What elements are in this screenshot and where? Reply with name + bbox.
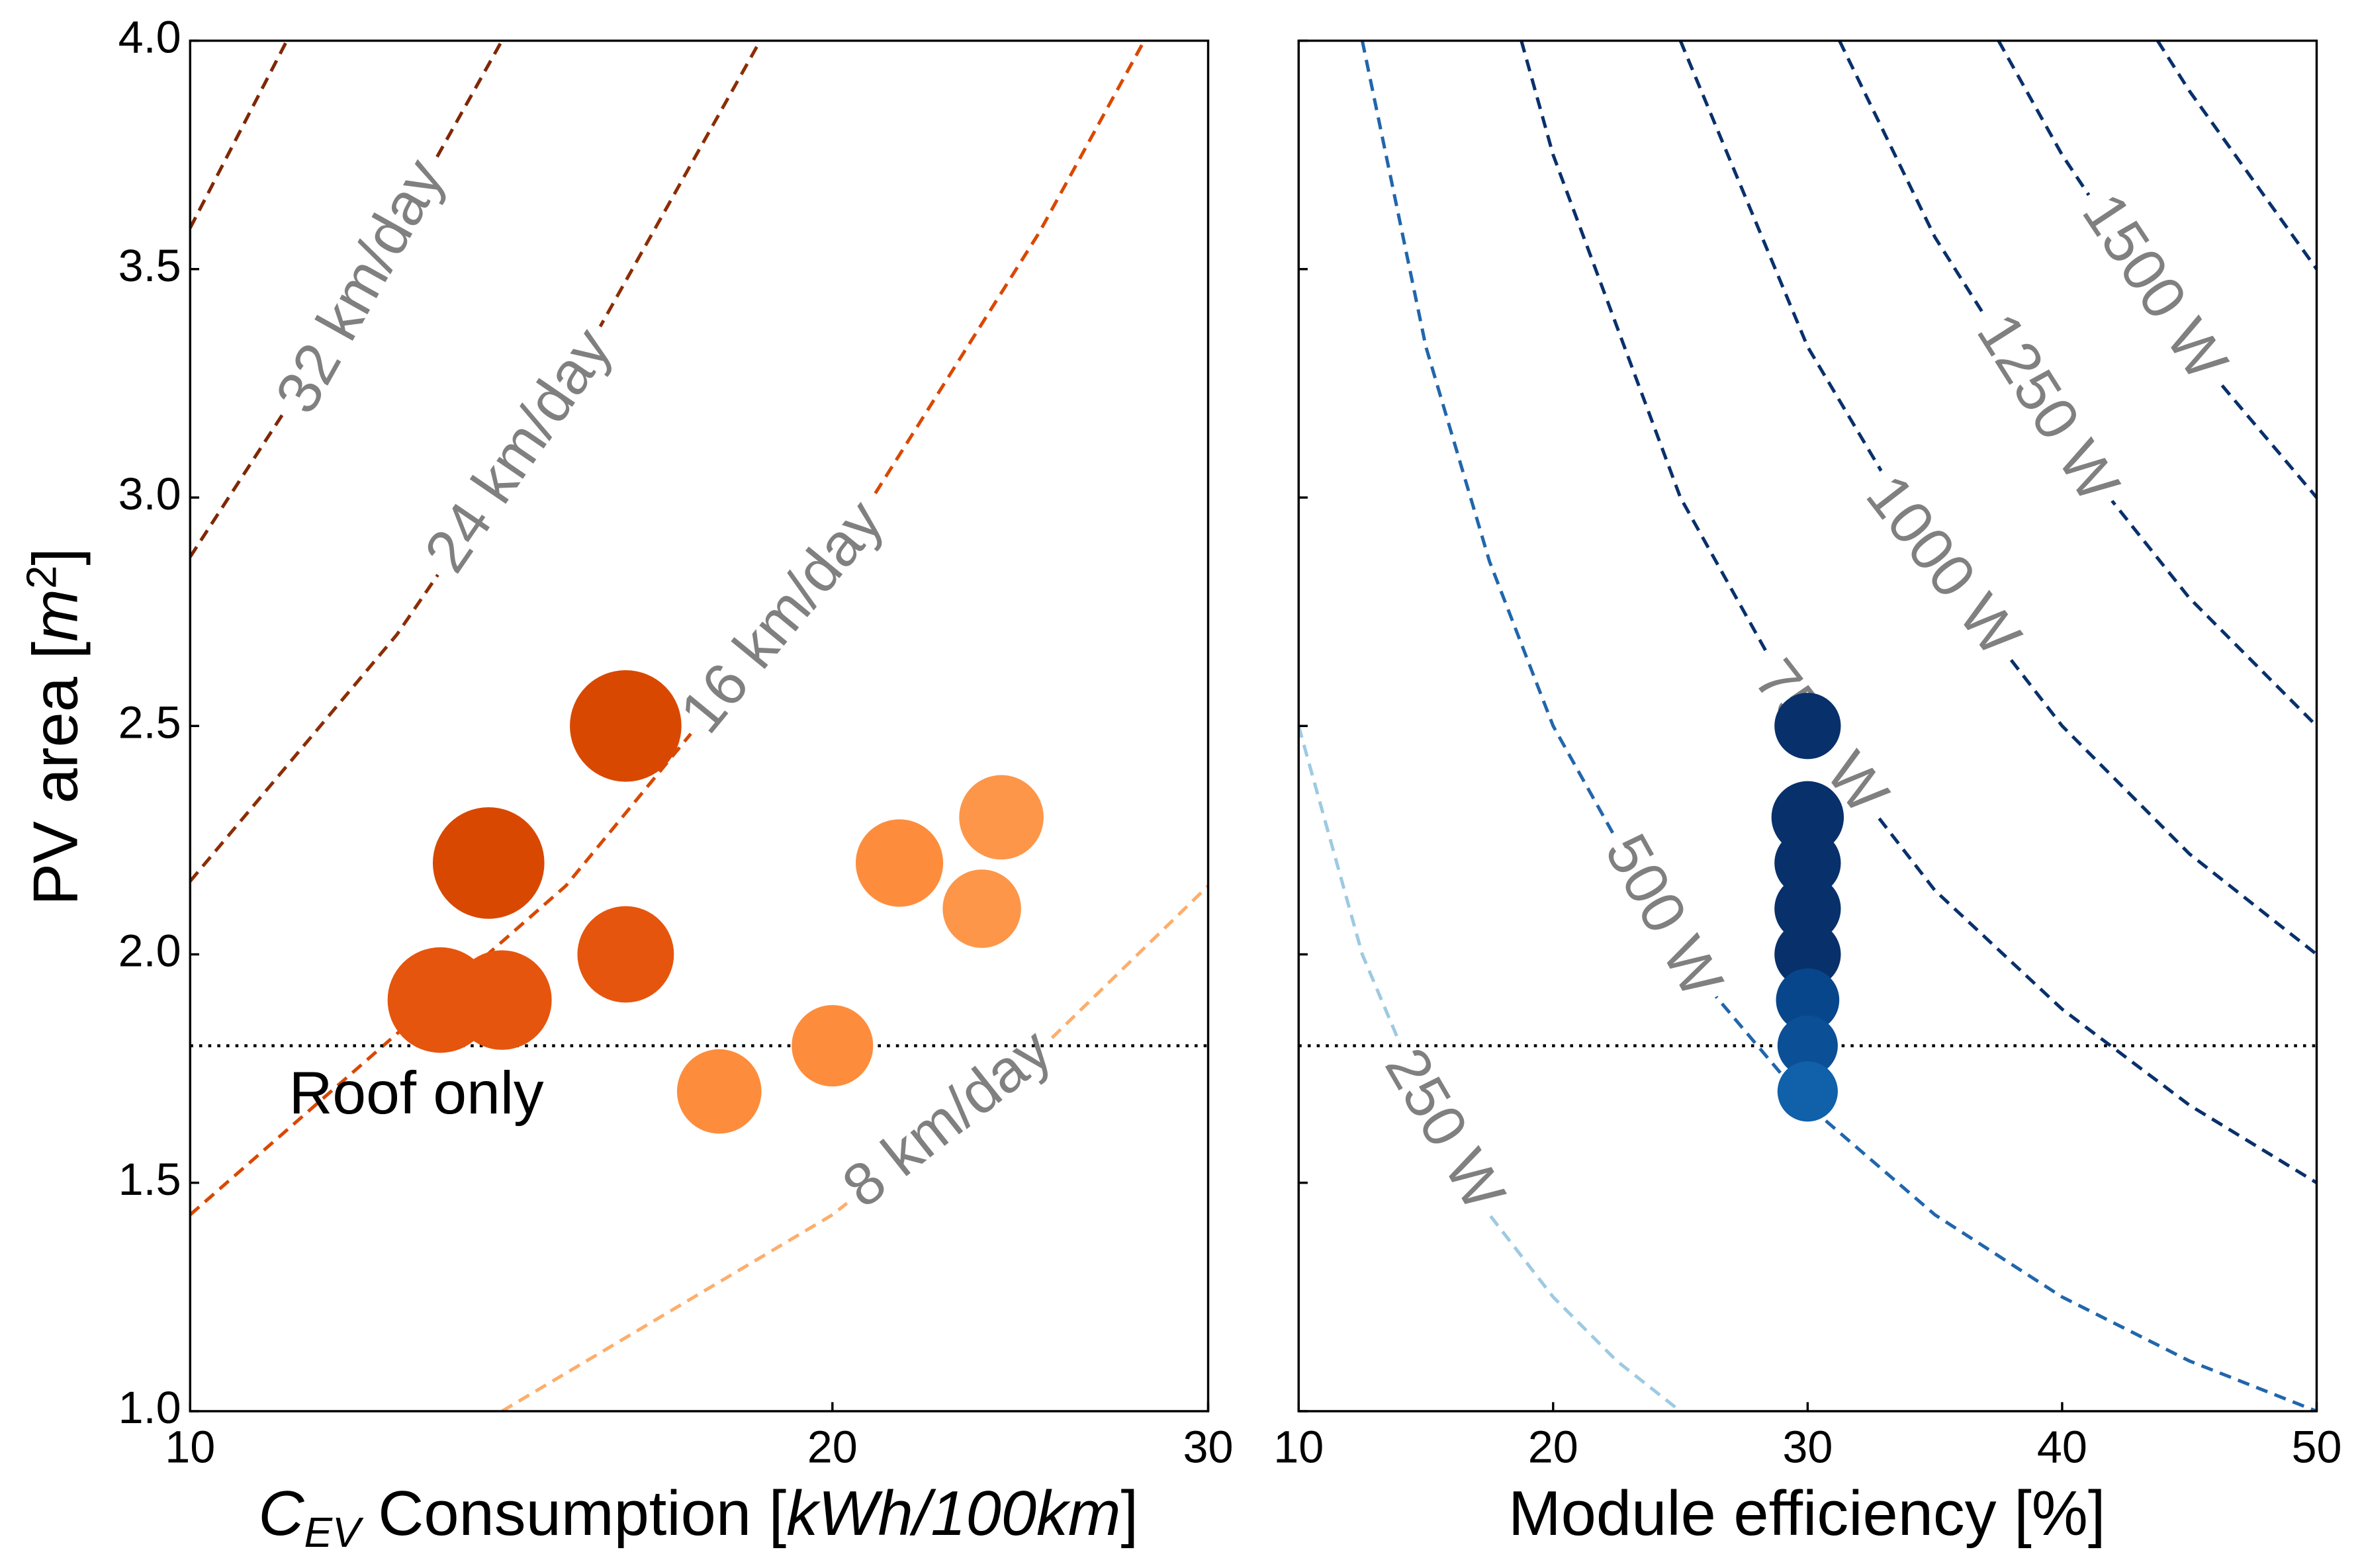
y-tick-label: 3.5 (118, 241, 181, 291)
x-tick-label: 10 (165, 1422, 215, 1472)
y-tick-label: 1.0 (118, 1383, 181, 1433)
contour-label: 250 W (1372, 1037, 1518, 1221)
y-tick-label: 3.0 (118, 469, 181, 519)
scatter-point (432, 807, 545, 919)
contour-label: 32 km/day (263, 148, 457, 424)
y-tick-label: 2.5 (118, 697, 181, 748)
scatter-point (1776, 968, 1840, 1032)
y-label-superscript: 2 (17, 566, 65, 589)
y-axis-label: PV area [m2] (17, 548, 91, 906)
x-label-symbol: C (258, 1478, 304, 1549)
contour-label-group: 250 W (1372, 1031, 1518, 1227)
x-label-subscript: EV (304, 1508, 365, 1556)
scatter-point (855, 819, 944, 907)
scatter-point (792, 1005, 874, 1087)
scatter-point (959, 775, 1044, 860)
x-axis-label: CEV Consumption [kWh/100km] (258, 1478, 1138, 1556)
contour-label: 1000 W (1853, 462, 2034, 668)
scatter-point (1774, 693, 1841, 760)
scatter-point (1777, 1016, 1838, 1076)
label-gap (1852, 458, 2035, 672)
label-gap (1373, 1031, 1518, 1227)
scatter-point (570, 670, 682, 782)
x-tick-label: 10 (1273, 1422, 1324, 1472)
x-tick-label: 30 (1183, 1422, 1233, 1472)
contour-label-group: 1000 W (1852, 458, 2035, 672)
contour-label: 1250 W (1964, 302, 2132, 513)
contour-line (2156, 40, 2317, 271)
x-tick-label: 30 (1782, 1422, 1833, 1472)
scatter-point (942, 869, 1021, 948)
scatter-point (1774, 830, 1841, 896)
y-tick-label: 4.0 (118, 13, 181, 63)
y-label-unit: m (20, 589, 91, 642)
x-tick-label: 20 (807, 1422, 858, 1472)
scatter-point (1777, 1061, 1838, 1122)
x-tick-label: 50 (2291, 1422, 2341, 1472)
contour-line (190, 40, 289, 229)
label-gap (2069, 177, 2241, 396)
y-label-close: ] (20, 548, 91, 566)
contour-label: 1500 W (2069, 181, 2241, 392)
x-label-unit: kWh/100km (786, 1478, 1120, 1549)
contour-label-group: 24 km/day (411, 312, 625, 588)
contour-line (190, 40, 504, 558)
y-label-text: PV area [ (20, 642, 91, 906)
plot-frame (189, 39, 1210, 1413)
contour-line (1520, 40, 2317, 1184)
contour-label-group: 16 km/day (666, 484, 897, 749)
label-gap (263, 143, 457, 429)
label-gap (1964, 297, 2132, 518)
label-gap (666, 484, 897, 749)
contour-line (1678, 40, 2317, 956)
contour-line (190, 40, 1146, 1216)
x-axis-label: Module efficiency [%] (1508, 1478, 2106, 1549)
x-tick-label: 20 (1528, 1422, 1578, 1472)
contour-line (1838, 40, 2317, 728)
contour-label-group: 1500 W (2069, 177, 2241, 396)
contour-label: 24 km/day (412, 316, 625, 584)
x-label-close: ] (1121, 1478, 1139, 1549)
scatter-point (1774, 875, 1841, 942)
x-tick-label: 40 (2037, 1422, 2087, 1472)
contour-label-group: 32 km/day (263, 143, 457, 429)
contour-label: 500 W (1592, 823, 1736, 1008)
label-gap (827, 1014, 1067, 1222)
x-label-text: Consumption [ (361, 1478, 787, 1549)
contour-label-group: 500 W (1592, 818, 1736, 1014)
contour-line (1298, 725, 1682, 1411)
scatter-point (452, 950, 552, 1050)
y-tick-label: 1.5 (118, 1154, 181, 1205)
contour-label: 16 km/day (667, 488, 896, 746)
scatter-point (676, 1049, 762, 1134)
scatter-point (1774, 921, 1841, 988)
label-gap (411, 312, 625, 588)
scatter-point (577, 906, 674, 1003)
label-gap (1593, 818, 1735, 1014)
contour-label-group: 1250 W (1964, 297, 2132, 518)
y-tick-label: 2.0 (118, 926, 181, 977)
annotation: Roof only (289, 1059, 544, 1127)
